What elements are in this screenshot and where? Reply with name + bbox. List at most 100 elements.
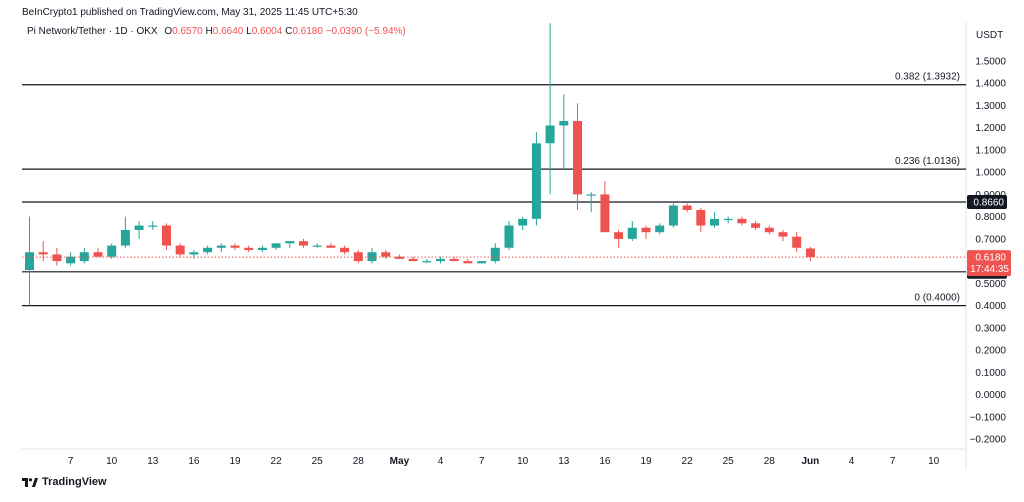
candle-body[interactable] bbox=[764, 227, 774, 233]
candle-body[interactable] bbox=[600, 194, 610, 233]
current-price-label: 0.6180 bbox=[975, 253, 1006, 264]
x-tick-label: 16 bbox=[599, 456, 611, 467]
fib-level-label: 0 (0.4000) bbox=[914, 293, 960, 304]
x-tick-label: 19 bbox=[229, 456, 241, 467]
x-tick-label: 4 bbox=[849, 456, 855, 467]
candle-body[interactable] bbox=[381, 252, 391, 257]
candle-body[interactable] bbox=[38, 252, 48, 255]
candle-body[interactable] bbox=[25, 252, 34, 271]
y-tick-label: 1.2000 bbox=[975, 123, 1006, 134]
candle-body[interactable] bbox=[463, 261, 473, 264]
candle-body[interactable] bbox=[641, 227, 651, 233]
candle-body[interactable] bbox=[436, 258, 445, 262]
candle-body[interactable] bbox=[162, 225, 171, 246]
x-tick-label: 28 bbox=[353, 456, 365, 467]
candle-body[interactable] bbox=[627, 227, 637, 239]
low-label: L bbox=[246, 26, 252, 37]
candle-body[interactable] bbox=[394, 256, 404, 259]
x-tick-label: 22 bbox=[271, 456, 283, 467]
currency-label[interactable]: USDT bbox=[976, 30, 1004, 41]
candle-body[interactable] bbox=[52, 254, 62, 262]
candle-body[interactable] bbox=[531, 143, 541, 219]
high-value: 0.6640 bbox=[212, 26, 244, 37]
candle-body[interactable] bbox=[230, 245, 240, 248]
candle-body[interactable] bbox=[490, 247, 500, 262]
close-label: C bbox=[285, 26, 293, 37]
y-tick-label: 0.3000 bbox=[975, 323, 1006, 334]
change-value: −0.0390 (−5.94%) bbox=[325, 26, 406, 37]
candle-body[interactable] bbox=[175, 245, 185, 255]
fib-level-label: 0.382 (1.3932) bbox=[895, 72, 960, 83]
candle-body[interactable] bbox=[244, 247, 254, 250]
y-tick-label: 1.5000 bbox=[975, 57, 1006, 68]
current-price-tag bbox=[967, 250, 1011, 277]
candle-body[interactable] bbox=[120, 229, 130, 246]
candle-body[interactable] bbox=[148, 225, 158, 227]
candle-body[interactable] bbox=[408, 258, 418, 262]
x-tick-label: 19 bbox=[640, 456, 652, 467]
candle-body[interactable] bbox=[682, 205, 692, 210]
candle-body[interactable] bbox=[203, 247, 213, 253]
candle-body[interactable] bbox=[477, 261, 487, 264]
candle-body[interactable] bbox=[340, 247, 350, 253]
y-tick-label: 0.0000 bbox=[975, 390, 1006, 401]
candle-body[interactable] bbox=[504, 225, 514, 248]
candle-body[interactable] bbox=[723, 218, 733, 221]
y-tick-label: −0.1000 bbox=[970, 412, 1007, 423]
candle-body[interactable] bbox=[93, 252, 103, 257]
x-tick-label: 16 bbox=[188, 456, 200, 467]
candle-body[interactable] bbox=[285, 241, 295, 244]
low-value: 0.6004 bbox=[251, 26, 283, 37]
candle-body[interactable] bbox=[271, 243, 281, 248]
candle-body[interactable] bbox=[586, 194, 596, 196]
y-tick-label: 1.4000 bbox=[975, 79, 1006, 90]
candle-body[interactable] bbox=[134, 225, 144, 230]
x-tick-label: 10 bbox=[106, 456, 118, 467]
tradingview-branding[interactable]: TradingView bbox=[22, 476, 107, 488]
symbol-legend: Pi Network/Tether · 1D · OKX O0.6570 H0.… bbox=[27, 26, 406, 37]
candle-body[interactable] bbox=[299, 241, 308, 246]
tradingview-logo-icon bbox=[22, 477, 38, 487]
candle-body[interactable] bbox=[422, 261, 432, 263]
candle-body[interactable] bbox=[696, 209, 706, 226]
candle-body[interactable] bbox=[545, 125, 555, 144]
y-tick-label: −0.2000 bbox=[970, 435, 1007, 446]
candle-body[interactable] bbox=[655, 225, 665, 233]
candle-countdown-label: 17:44:35 bbox=[970, 264, 1009, 275]
candle-body[interactable] bbox=[805, 248, 815, 258]
x-tick-label: 7 bbox=[68, 456, 74, 467]
candle-body[interactable] bbox=[449, 258, 459, 262]
candle-body[interactable] bbox=[66, 256, 76, 264]
candle-body[interactable] bbox=[778, 232, 788, 237]
candle-body[interactable] bbox=[79, 252, 89, 262]
candle-body[interactable] bbox=[312, 245, 322, 247]
x-tick-label: 13 bbox=[558, 456, 570, 467]
candle-body[interactable] bbox=[189, 252, 199, 255]
candle-body[interactable] bbox=[216, 245, 226, 248]
candle-body[interactable] bbox=[751, 223, 761, 228]
candle-body[interactable] bbox=[257, 247, 267, 250]
candle-body[interactable] bbox=[668, 205, 678, 226]
y-tick-label: 0.4000 bbox=[975, 301, 1006, 312]
candle-body[interactable] bbox=[710, 218, 719, 226]
candle-body[interactable] bbox=[614, 232, 624, 239]
price-tag-label: 0.8660 bbox=[973, 197, 1004, 208]
candle-body[interactable] bbox=[737, 218, 747, 224]
candle-body[interactable] bbox=[107, 245, 117, 257]
x-tick-label: May bbox=[390, 456, 410, 467]
open-label: O bbox=[164, 26, 173, 37]
x-tick-label: 25 bbox=[312, 456, 324, 467]
x-tick-label: 28 bbox=[764, 456, 776, 467]
candle-body[interactable] bbox=[559, 121, 569, 126]
symbol-title: Pi Network/Tether · 1D · OKX bbox=[27, 26, 158, 37]
candle-body[interactable] bbox=[573, 121, 582, 195]
close-value: 0.6180 bbox=[292, 26, 323, 37]
candle-body[interactable] bbox=[792, 236, 802, 248]
y-tick-label: 0.1000 bbox=[975, 368, 1006, 379]
open-value: 0.6570 bbox=[172, 26, 203, 37]
y-tick-label: 0.5000 bbox=[975, 279, 1006, 290]
candle-body[interactable] bbox=[326, 245, 336, 248]
candle-body[interactable] bbox=[518, 218, 528, 226]
fib-level-label: 0.236 (1.0136) bbox=[895, 156, 960, 167]
